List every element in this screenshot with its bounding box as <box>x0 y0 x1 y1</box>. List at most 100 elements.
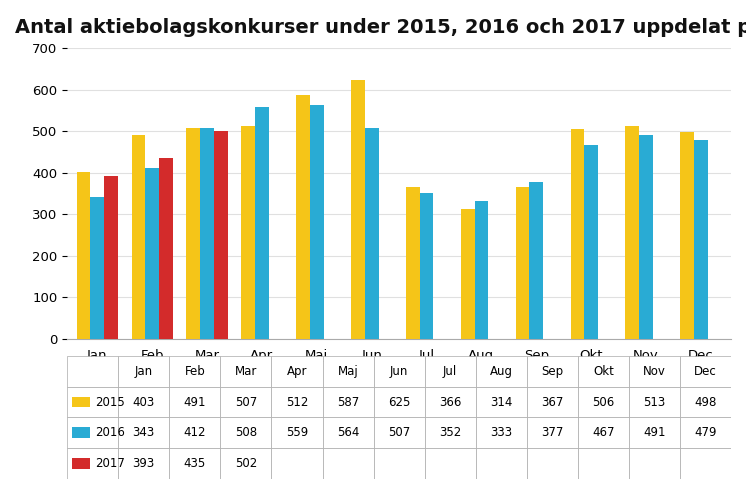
Bar <box>72 458 90 469</box>
Bar <box>578 417 629 448</box>
Text: 508: 508 <box>235 426 257 439</box>
Text: 366: 366 <box>439 395 461 408</box>
Text: 502: 502 <box>235 457 257 470</box>
Text: 498: 498 <box>695 395 717 408</box>
Bar <box>374 448 424 479</box>
Bar <box>272 356 322 387</box>
Bar <box>629 387 680 417</box>
Bar <box>118 356 169 387</box>
Bar <box>424 356 476 387</box>
Text: 513: 513 <box>643 395 665 408</box>
Text: 403: 403 <box>133 395 155 408</box>
Bar <box>578 387 629 417</box>
Bar <box>476 448 527 479</box>
Bar <box>322 417 374 448</box>
Bar <box>72 396 90 408</box>
Bar <box>67 356 118 387</box>
Bar <box>527 356 578 387</box>
Bar <box>374 387 424 417</box>
Bar <box>118 448 169 479</box>
Text: 625: 625 <box>388 395 410 408</box>
Bar <box>322 448 374 479</box>
Bar <box>159 158 173 339</box>
Bar <box>322 356 374 387</box>
Text: 2017: 2017 <box>95 457 125 470</box>
Bar <box>272 448 322 479</box>
Bar <box>639 135 653 339</box>
Bar <box>220 448 272 479</box>
Text: Antal aktiebolagskonkurser under 2015, 2016 och 2017 uppdelat per månad:: Antal aktiebolagskonkurser under 2015, 2… <box>15 15 746 36</box>
Bar <box>476 417 527 448</box>
Bar <box>474 201 489 339</box>
Text: Sep: Sep <box>542 364 563 378</box>
Bar <box>406 187 420 339</box>
Bar <box>680 132 694 339</box>
Text: 377: 377 <box>541 426 563 439</box>
Bar <box>424 448 476 479</box>
Text: 2015: 2015 <box>95 395 125 408</box>
Text: 491: 491 <box>184 395 206 408</box>
Bar <box>680 448 731 479</box>
Bar <box>67 387 118 417</box>
Bar <box>255 107 269 339</box>
Bar <box>200 128 214 339</box>
Text: Okt: Okt <box>593 364 614 378</box>
Bar <box>625 126 639 339</box>
Text: Mar: Mar <box>235 364 257 378</box>
Text: Feb: Feb <box>184 364 205 378</box>
Text: 587: 587 <box>337 395 359 408</box>
Bar <box>527 448 578 479</box>
Bar <box>578 448 629 479</box>
Bar <box>242 126 255 339</box>
Bar <box>220 417 272 448</box>
Text: 412: 412 <box>184 426 206 439</box>
Text: Dec: Dec <box>695 364 717 378</box>
Text: Maj: Maj <box>338 364 358 378</box>
Bar <box>629 448 680 479</box>
Bar <box>424 387 476 417</box>
Text: Jun: Jun <box>390 364 408 378</box>
Text: 467: 467 <box>592 426 615 439</box>
Bar <box>272 387 322 417</box>
Bar <box>476 387 527 417</box>
Bar <box>169 387 220 417</box>
Bar <box>214 131 228 339</box>
Bar <box>131 135 145 339</box>
Bar <box>169 356 220 387</box>
Bar <box>680 356 731 387</box>
Text: 367: 367 <box>541 395 563 408</box>
Bar <box>461 209 474 339</box>
Text: 512: 512 <box>286 395 308 408</box>
Bar <box>67 448 118 479</box>
Bar <box>67 417 118 448</box>
Bar <box>322 387 374 417</box>
Text: 343: 343 <box>133 426 155 439</box>
Bar <box>104 176 118 339</box>
Bar <box>571 129 584 339</box>
Bar <box>351 79 365 339</box>
Text: 507: 507 <box>235 395 257 408</box>
Bar <box>476 356 527 387</box>
Bar <box>118 387 169 417</box>
Bar <box>118 417 169 448</box>
Text: 333: 333 <box>490 426 513 439</box>
Text: Jan: Jan <box>135 364 153 378</box>
Text: 507: 507 <box>388 426 410 439</box>
Bar <box>77 172 90 339</box>
Bar <box>220 387 272 417</box>
Bar <box>374 356 424 387</box>
Text: 314: 314 <box>490 395 513 408</box>
Bar <box>310 105 324 339</box>
Bar <box>169 417 220 448</box>
Bar <box>527 387 578 417</box>
Text: Apr: Apr <box>286 364 307 378</box>
Bar <box>272 417 322 448</box>
Bar <box>629 417 680 448</box>
Bar <box>578 356 629 387</box>
Bar <box>629 356 680 387</box>
Text: 352: 352 <box>439 426 461 439</box>
Bar <box>374 417 424 448</box>
Bar <box>680 417 731 448</box>
Text: 2016: 2016 <box>95 426 125 439</box>
Bar <box>680 387 731 417</box>
